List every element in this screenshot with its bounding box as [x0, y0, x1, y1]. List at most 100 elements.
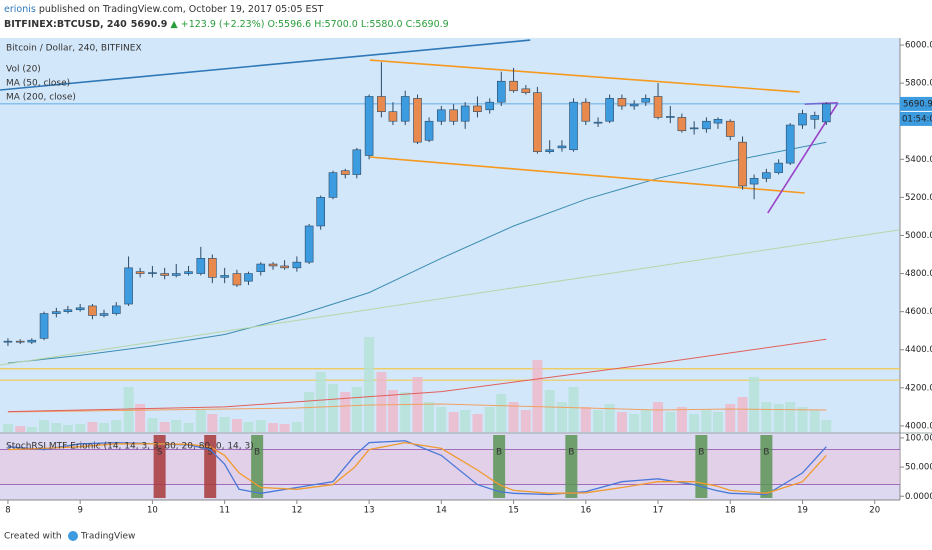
volume-bar [99, 423, 110, 432]
candle-body [666, 116, 675, 118]
y-tick-label: 4600.0 [905, 307, 932, 317]
x-tick-label: 10 [147, 506, 158, 516]
y-tick-label: 6000.0 [905, 41, 932, 51]
candle-body [27, 339, 37, 343]
signal-label: B [254, 448, 260, 458]
candle-body [280, 265, 289, 269]
candle-body [725, 120, 735, 137]
y-tick-label: 4200.0 [905, 383, 932, 393]
candle-body [292, 261, 302, 269]
candle-body [184, 271, 193, 274]
volume-bar [207, 414, 218, 432]
candle-body [810, 115, 820, 120]
candle-body [738, 141, 747, 187]
volume-bar [304, 392, 315, 432]
volume-bar [231, 419, 242, 432]
trendline [0, 39, 531, 91]
footer-brand[interactable]: TradingView [80, 532, 135, 542]
moving-average [0, 229, 901, 366]
candle-body [148, 272, 157, 274]
price-title: Bitcoin / Dollar, 240, BITFINEX [6, 44, 142, 54]
volume-bar [785, 402, 796, 432]
volume-bar [351, 387, 362, 432]
volume-bar [665, 412, 676, 432]
volume-bar [508, 402, 519, 432]
candle-body [388, 111, 398, 122]
candle-body [533, 92, 542, 152]
volume-bar [268, 423, 279, 432]
candle-body [617, 98, 627, 107]
candle-body [822, 103, 831, 123]
candle-body [749, 178, 759, 185]
candle-body [328, 172, 338, 198]
candle-body [641, 98, 651, 103]
volume-bar [712, 412, 723, 432]
volume-bar [340, 392, 351, 432]
x-tick-label: 12 [291, 506, 302, 516]
signal-column [760, 435, 773, 498]
candle-body [460, 105, 470, 122]
y-tick-label: 0.0000 [905, 492, 932, 502]
candle-body [449, 109, 458, 122]
candle-body [220, 275, 229, 278]
signal-label: B [496, 448, 502, 458]
volume-bar [62, 425, 73, 432]
candle-body [569, 101, 578, 151]
symbol: BITFINEX:BTCUSD, 240 [4, 19, 127, 30]
x-tick-label: 14 [436, 506, 447, 516]
volume-bar [87, 422, 98, 432]
author[interactable]: erionis [4, 4, 36, 15]
volume-title: Vol (20) [6, 65, 41, 75]
candle-body [593, 121, 603, 124]
candle-body [340, 170, 350, 175]
candle-body [653, 96, 663, 118]
volume-bar [26, 427, 37, 432]
last: 5690.9 [131, 19, 168, 30]
volume-bar [616, 412, 627, 432]
candle-body [798, 113, 807, 126]
candle-body [702, 120, 711, 130]
candle-body [629, 103, 639, 107]
y-tick-label: 5000.0 [905, 231, 932, 241]
candle-body [15, 340, 25, 343]
signal-column [204, 435, 217, 498]
candle-body [268, 263, 278, 267]
candle-body [99, 313, 109, 316]
candle-body [39, 313, 49, 339]
candle-body [509, 80, 518, 92]
candle-body [413, 98, 422, 143]
volume-bar [484, 407, 495, 432]
volume-bar [291, 422, 302, 432]
y-tick-label: 4400.0 [905, 345, 932, 355]
candle-body [352, 149, 362, 175]
candle-body [557, 145, 567, 149]
volume-bar [544, 390, 555, 432]
series-legend: MA (200, close) [6, 93, 76, 103]
volume-bar [315, 372, 326, 432]
signal-label: B [763, 448, 769, 458]
signal-column [695, 435, 708, 498]
volume-bar [520, 410, 531, 432]
volume-bar [387, 390, 398, 432]
volume-bar [376, 372, 387, 432]
volume-bar [255, 420, 266, 432]
x-tick-label: 8 [5, 506, 10, 516]
candle-body [496, 80, 506, 103]
volume-bar [2, 424, 13, 432]
last-price-box [900, 96, 932, 111]
footer-created: Created with [4, 532, 62, 542]
signal-column [493, 435, 506, 498]
y-tick-label: 4000.0 [905, 421, 932, 431]
candle-body [160, 273, 169, 276]
x-tick-label: 16 [580, 506, 591, 516]
volume-bar [809, 410, 820, 432]
ohlc: O:5596.6 H:5700.0 L:5580.0 C:5690.9 [267, 19, 448, 30]
x-tick-label: 9 [77, 506, 82, 516]
y-tick-label: 100.0000 [905, 433, 932, 443]
indicator-line [7, 338, 827, 413]
volume-bar [701, 410, 712, 432]
y-tick-label: 50.0000 [905, 463, 932, 473]
volume-bar [472, 414, 483, 432]
candle-body [171, 273, 181, 276]
volume-bar [111, 420, 122, 432]
